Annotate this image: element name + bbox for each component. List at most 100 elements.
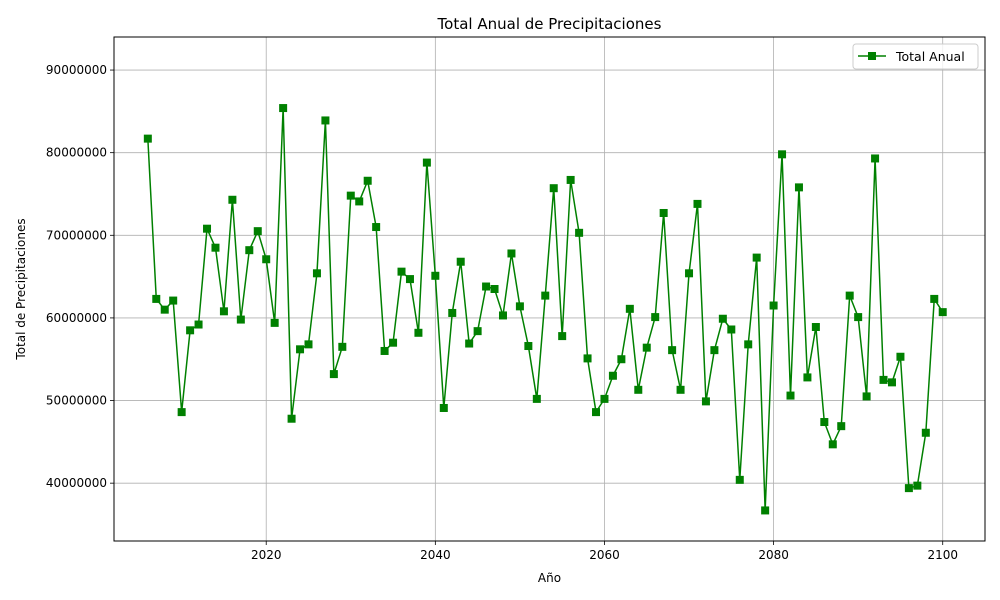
y-tick-label: 80000000 [46,146,107,160]
data-point [186,326,195,335]
x-axis-label: Año [538,571,561,585]
data-point [524,342,533,351]
data-point [456,257,465,266]
data-point [879,375,888,384]
data-point [642,343,651,352]
data-point [752,253,761,262]
data-point [143,134,152,143]
data-point [312,269,321,278]
data-point [253,227,262,236]
data-point [575,228,584,237]
data-point [744,340,753,349]
data-point [355,197,364,206]
data-point [769,301,778,310]
y-tick-label: 40000000 [46,476,107,490]
data-point [346,191,355,200]
y-axis-label: Total de Precipitaciones [14,218,28,360]
data-point [549,184,558,193]
x-tick-label: 2100 [927,548,958,562]
data-point [194,320,203,329]
x-tick-label: 2040 [420,548,451,562]
data-point [203,224,212,233]
data-point [236,315,245,324]
data-point [566,175,575,184]
legend-box [852,43,979,70]
data-point [718,314,727,323]
data-point [279,104,288,113]
data-point [169,296,178,305]
data-point [786,391,795,400]
data-point [811,323,820,332]
data-point [921,428,930,437]
data-point [177,408,186,417]
legend: Total Anual [852,43,979,70]
legend-entry-label: Total Anual [895,49,965,64]
data-point [617,355,626,364]
y-tick-label: 90000000 [46,63,107,77]
legend-marker [868,52,876,60]
data-point [854,313,863,322]
data-point [634,385,643,394]
data-point [219,307,228,316]
data-point [583,354,592,363]
data-point [329,370,338,379]
data-point [160,305,169,314]
data-point [515,302,524,311]
data-point [304,340,313,349]
data-point [600,394,609,403]
data-point [270,318,279,327]
chart-title: Total Anual de Precipitaciones [437,15,662,33]
data-point [701,397,710,406]
x-tick-label: 2020 [251,548,282,562]
data-point [625,304,634,313]
data-point [710,346,719,355]
data-point [490,285,499,293]
x-tick-label: 2080 [758,548,789,562]
data-point [651,313,660,322]
data-point [693,199,702,208]
data-point [482,282,491,291]
data-point [448,308,457,317]
data-point [896,352,905,361]
data-point [211,243,220,252]
data-point [465,339,474,348]
data-point [532,394,541,403]
data-point [871,154,880,163]
plot-area [143,104,947,515]
data-point [735,475,744,484]
data-point [338,342,347,351]
data-point [887,378,896,387]
data-point [498,311,507,320]
axis-ticks: 2020 2040 2060 2080 2100 40000000 50000000 6000… [46,63,958,562]
data-point [761,506,770,515]
data-point [287,414,296,423]
data-point [676,385,685,394]
data-point [262,255,271,264]
data-point [431,271,440,280]
data-point [473,327,482,336]
data-point [913,481,922,490]
data-point [828,440,837,449]
data-point [397,267,406,276]
data-point [363,176,372,185]
data-point [668,346,677,355]
data-point [321,116,330,125]
data-point [389,338,398,347]
y-tick-label: 50000000 [46,394,107,408]
data-point [659,208,668,217]
data-point [862,392,871,401]
data-point [685,269,694,278]
data-point [727,325,736,334]
y-tick-label: 60000000 [46,311,107,325]
plot-frame [113,36,986,542]
data-point [152,294,161,303]
data-point [794,183,803,192]
data-point [245,246,254,255]
data-point [904,484,913,493]
data-point [837,422,846,431]
data-point [507,249,516,258]
data-point [558,332,567,341]
data-point [414,328,423,337]
